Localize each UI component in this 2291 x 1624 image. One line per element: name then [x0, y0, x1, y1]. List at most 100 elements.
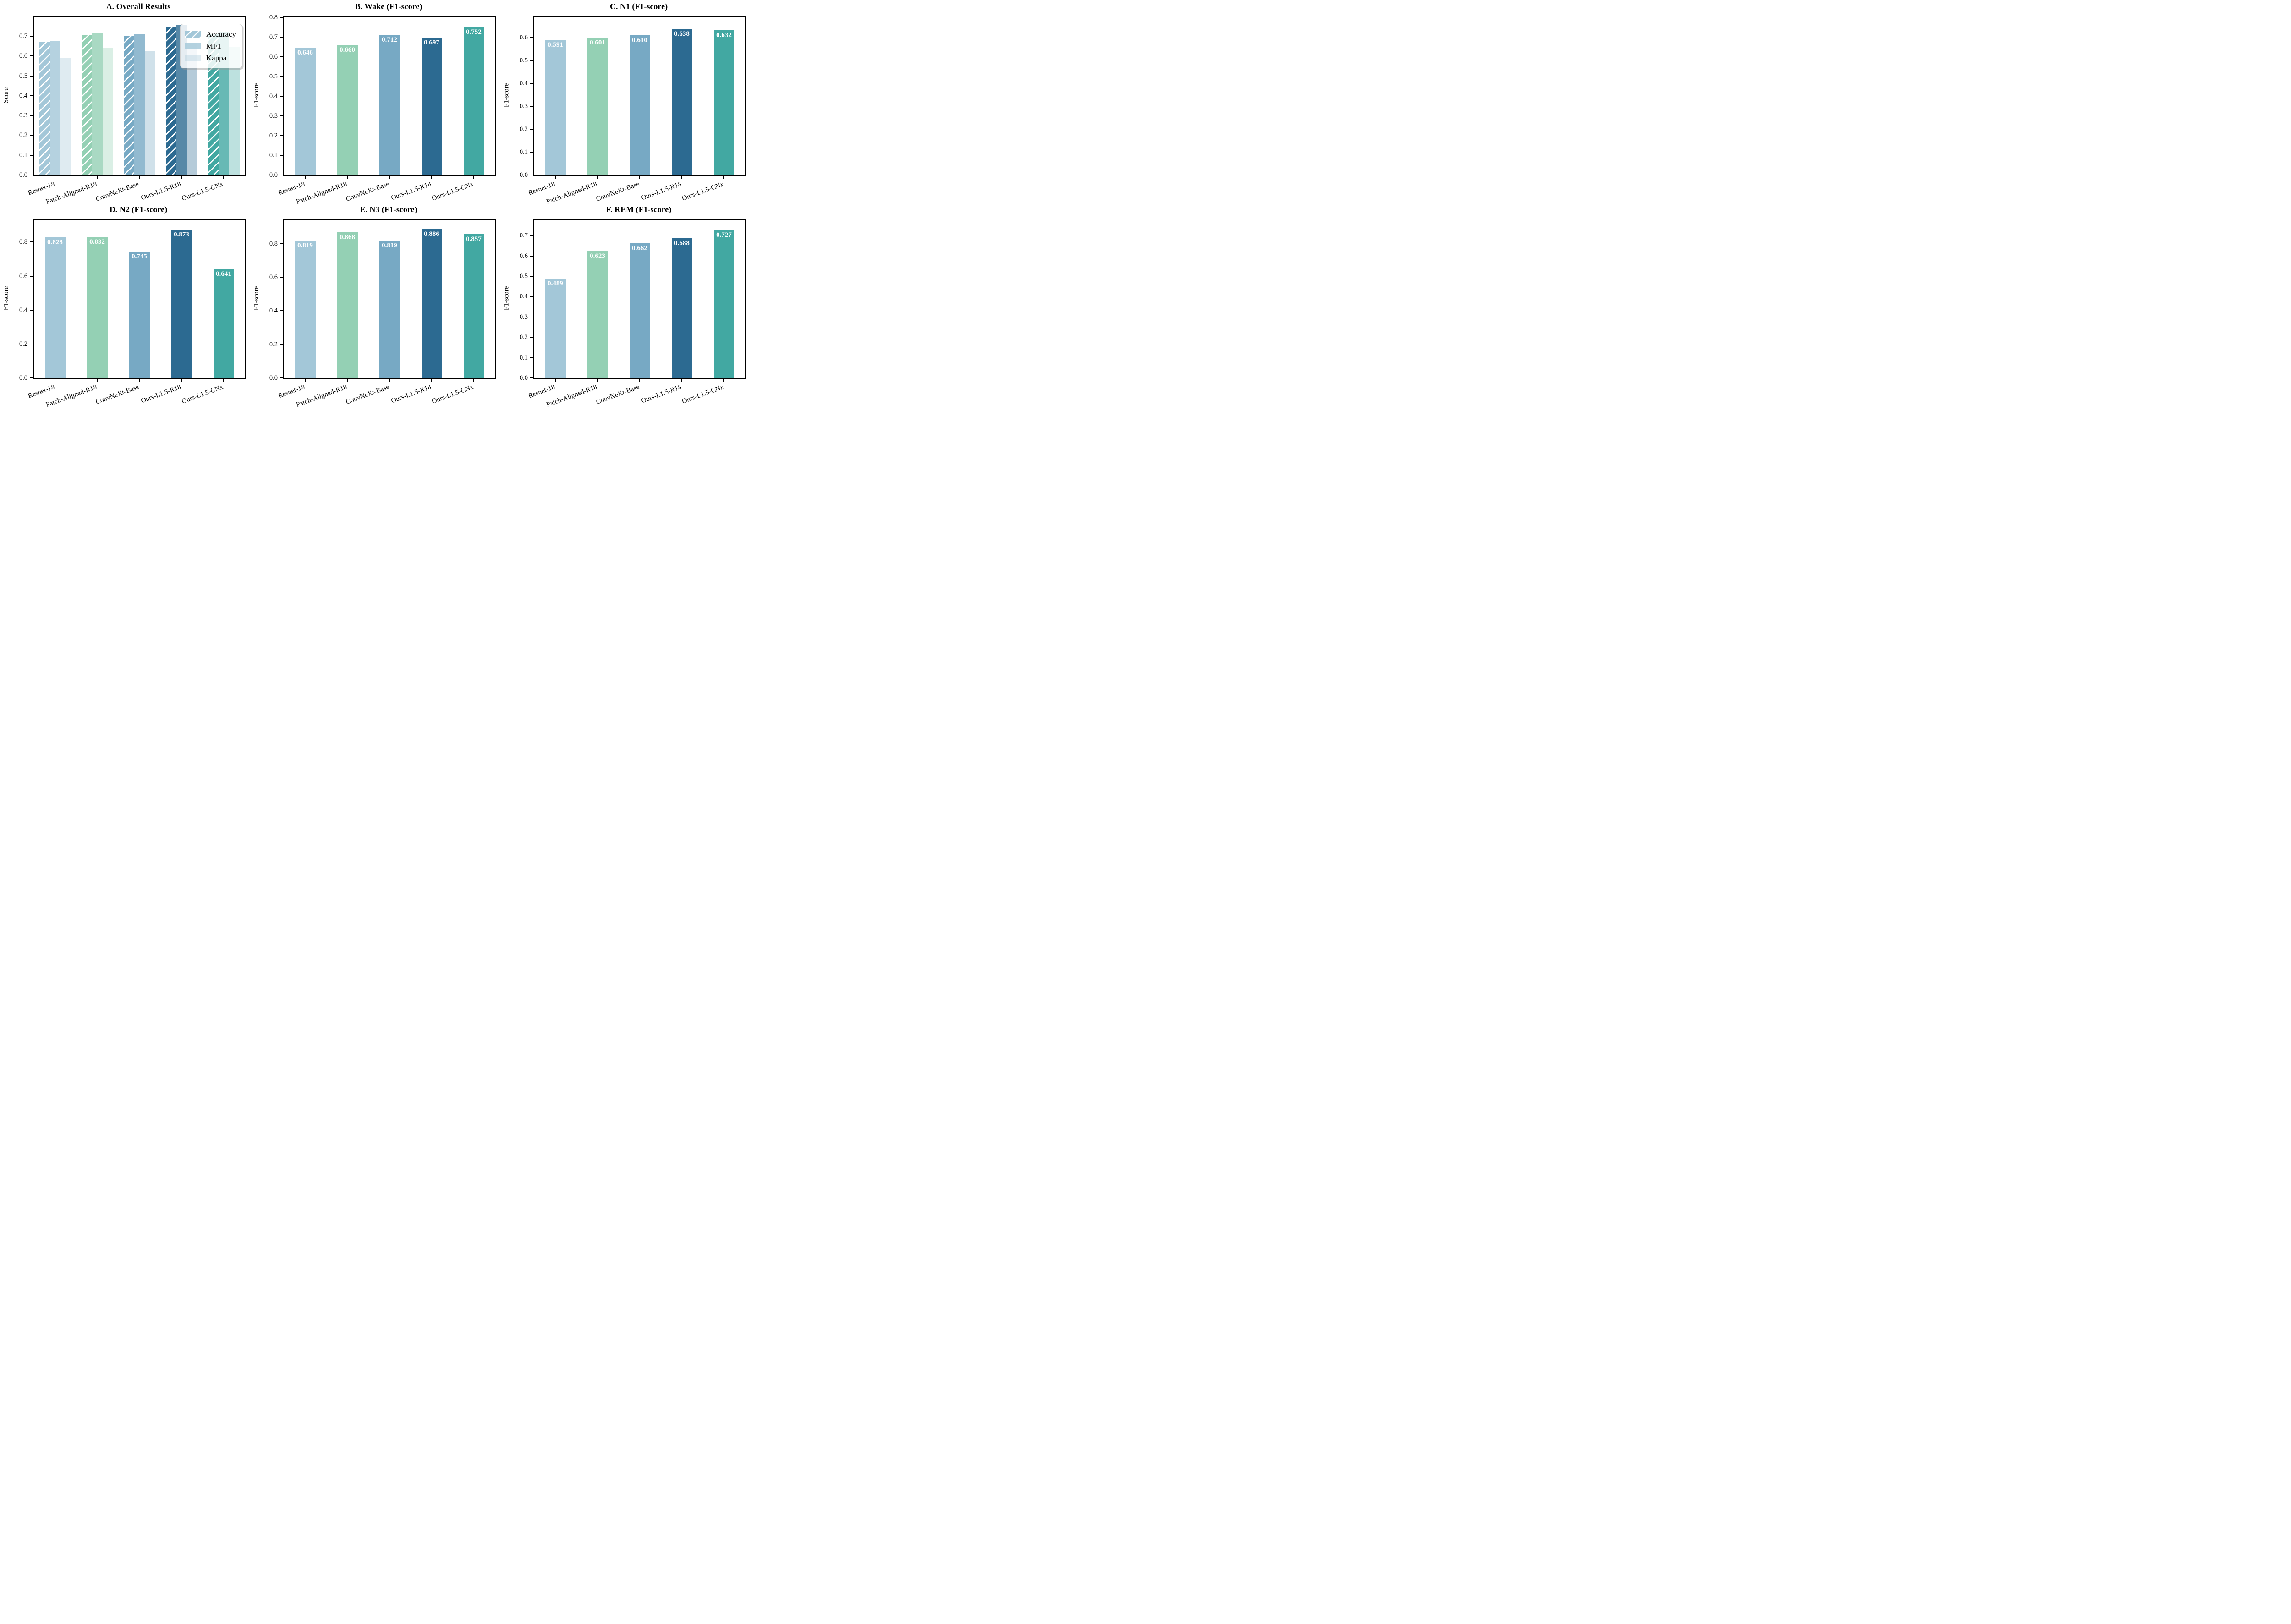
y-tick-label: 0.2	[19, 131, 27, 139]
bar-Ours-L1.5-R18-Kappa	[186, 43, 197, 175]
bar-Resnet-18-MF1	[49, 41, 60, 175]
y-tick-label: 0.7	[19, 33, 27, 40]
bar-Resnet-18-Accuracy	[39, 42, 50, 175]
bar-Resnet-18	[44, 237, 66, 378]
x-tick-label: ConvNeXt-Base	[94, 383, 140, 406]
x-tick-label: Ours-L1.5-CNx	[181, 383, 225, 405]
panel-wake-axes: 0.0 0.1 0.2 0.3 0.4 0.5 0.6 0.7 0.8 0.646 Resnet-1…	[269, 14, 496, 206]
bar-Patch-Aligned-R18-Accuracy	[81, 35, 92, 175]
panel-wake: B. Wake (F1-score) F1-score 0.0 0.1 0.2 0.3…	[250, 0, 500, 206]
y-tick-label: 0.6	[519, 34, 528, 41]
y-tick	[30, 377, 33, 378]
y-tick	[30, 241, 33, 243]
y-tick-label: 0.2	[269, 340, 278, 348]
y-tick	[530, 337, 533, 338]
bar-Resnet-18	[545, 278, 566, 378]
x-tick	[389, 175, 390, 179]
bar-Ours-L1.5-R18	[671, 29, 692, 175]
y-tick	[30, 309, 33, 311]
bar-Patch-Aligned-R18	[587, 37, 608, 175]
panel-n3-title: E. N3 (F1-score)	[360, 205, 417, 214]
y-tick	[280, 96, 283, 97]
bar-value-label: 0.727	[716, 231, 732, 239]
y-tick-label: 0.4	[19, 92, 27, 99]
bar-value-label: 0.819	[297, 241, 313, 249]
bar-value-label: 0.857	[466, 235, 482, 243]
bar-value-label: 0.868	[340, 233, 355, 241]
x-tick	[389, 378, 390, 382]
bar-Ours-L1.5-R18	[421, 229, 442, 378]
bar-value-label: 0.873	[174, 231, 189, 239]
panel-wake-title: B. Wake (F1-score)	[355, 2, 422, 11]
y-tick	[30, 95, 33, 96]
bar-Resnet-18	[295, 240, 316, 378]
y-tick	[280, 276, 283, 278]
x-tick	[223, 175, 224, 179]
x-tick	[97, 378, 98, 382]
y-tick-label: 0.4	[519, 293, 528, 301]
y-tick-label: 0.8	[269, 14, 278, 21]
bar-value-label: 0.646	[297, 49, 313, 57]
y-tick-label: 0.6	[519, 252, 528, 260]
y-tick	[530, 83, 533, 84]
bar-Ours-L1.5-CNx	[713, 30, 734, 175]
x-tick	[555, 378, 556, 382]
y-tick-label: 0.0	[269, 374, 278, 382]
legend-swatch-Accuracy	[184, 31, 201, 38]
bar-ConvNeXt-Base	[629, 243, 650, 378]
x-tick	[473, 175, 474, 179]
panel-n2-axes: 0.0 0.2 0.4 0.6 0.8 0.828 Resnet-18 0.832 Patch-…	[19, 219, 246, 409]
panel-n3-axes: 0.0 0.2 0.4 0.6 0.8 0.819 Resnet-18 0.868 Patch-…	[269, 219, 496, 409]
y-tick	[280, 115, 283, 116]
bar-Ours-L1.5-CNx	[463, 234, 484, 378]
legend-item-label: MF1	[206, 42, 221, 50]
y-tick	[280, 37, 283, 38]
legend-item-Kappa: Kappa	[184, 54, 236, 62]
y-tick	[530, 357, 533, 358]
x-tick	[723, 378, 724, 382]
bar-value-label: 0.623	[590, 252, 605, 260]
y-tick	[30, 115, 33, 116]
x-tick	[223, 378, 224, 382]
panel-n1-title: C. N1 (F1-score)	[609, 2, 668, 11]
panel-overall-axes: 0.0 0.1 0.2 0.3 0.4 0.5 0.6 0.7 Resnet-18 Patch-A…	[19, 16, 246, 206]
x-tick	[305, 175, 306, 179]
bar-value-label: 0.688	[674, 239, 690, 247]
legend-item-label: Kappa	[206, 54, 227, 62]
bar-ConvNeXt-Base	[629, 35, 650, 175]
x-tick-label: ConvNeXt-Base	[345, 383, 390, 406]
y-tick-label: 0.2	[269, 132, 278, 139]
bar-value-label: 0.886	[424, 230, 439, 238]
y-tick-label: 0.6	[19, 52, 27, 60]
y-tick	[280, 56, 283, 57]
legend-swatch-Kappa	[184, 55, 201, 61]
y-tick-label: 0.4	[269, 93, 278, 100]
x-tick	[181, 175, 182, 179]
bar-value-label: 0.819	[382, 241, 397, 249]
y-tick	[530, 152, 533, 153]
y-tick-label: 0.4	[519, 80, 528, 87]
x-tick	[723, 175, 724, 179]
x-tick	[681, 175, 682, 179]
y-tick-label: 0.6	[269, 53, 278, 60]
legend: Accuracy MF1 Kappa	[180, 24, 242, 68]
panel-rem-axes: 0.0 0.1 0.2 0.3 0.4 0.5 0.6 0.7 0.489 Resnet-18 0.…	[520, 219, 746, 409]
panel-n3-ylabel: F1-score	[252, 286, 260, 311]
bar-Ours-L1.5-CNx	[213, 269, 234, 378]
x-tick	[597, 378, 598, 382]
y-tick-label: 0.7	[269, 33, 278, 41]
y-tick-label: 0.2	[19, 340, 27, 348]
panel-n1: C. N1 (F1-score) F1-score 0.0 0.1 0.2 0.3 0.…	[500, 0, 751, 206]
bar-value-label: 0.610	[632, 37, 647, 44]
x-tick	[181, 378, 182, 382]
bar-Ours-L1.5-CNx-Kappa	[229, 47, 240, 175]
y-tick	[280, 377, 283, 378]
bar-ConvNeXt-Base	[379, 240, 400, 378]
bar-Patch-Aligned-R18	[87, 236, 108, 378]
bar-value-label: 0.745	[132, 252, 147, 260]
bar-value-label: 0.591	[548, 41, 563, 49]
bar-value-label: 0.660	[340, 46, 355, 54]
bar-Ours-L1.5-CNx	[713, 230, 734, 378]
y-tick	[280, 243, 283, 244]
x-tick-label: Patch-Aligned-R18	[295, 383, 348, 409]
